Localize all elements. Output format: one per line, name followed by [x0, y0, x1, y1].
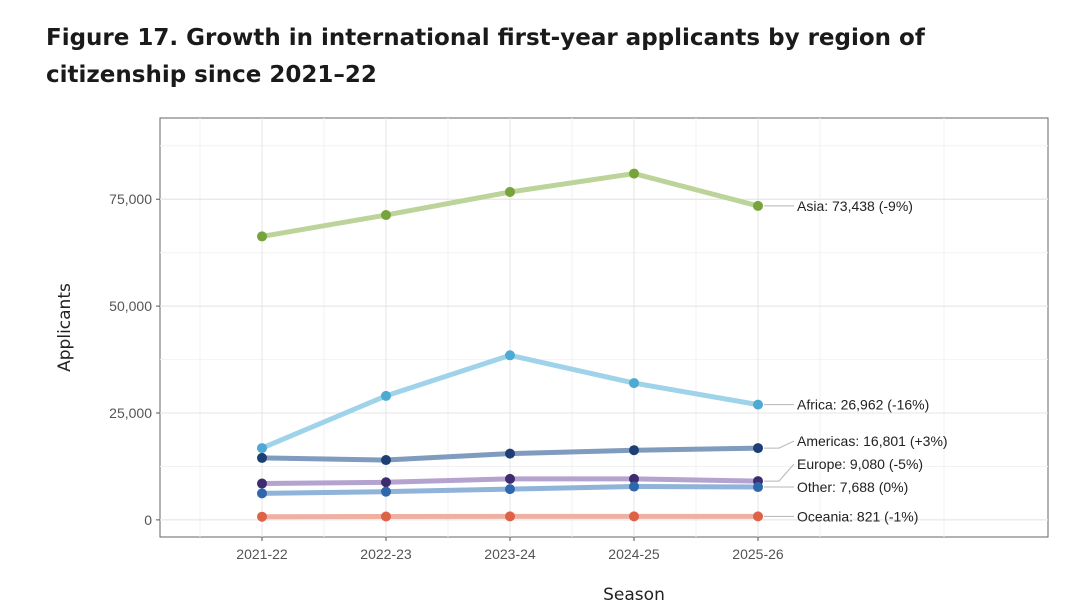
label-leader-lines [764, 205, 795, 517]
x-tick-label: 2023-24 [484, 546, 536, 562]
series-label-africa: Africa: 26,962 (-16%) [797, 397, 929, 413]
data-point-africa [753, 399, 763, 410]
series-label-europe: Europe: 9,080 (-5%) [797, 456, 923, 472]
series-points [257, 168, 763, 522]
series-labels: Asia: 73,438 (-9%) Africa: 26,962 (-16%) A… [797, 198, 948, 524]
leader-line-americas [764, 440, 795, 449]
x-tick-label: 2021-22 [236, 546, 288, 562]
data-point-oceania [381, 511, 391, 522]
series-label-other: Other: 7,688 (0%) [797, 479, 908, 495]
x-tick-label: 2022-23 [360, 546, 412, 562]
y-axis-ticks: 0 25,000 50,000 75,000 [109, 191, 160, 528]
data-point-other [257, 488, 267, 499]
data-point-americas [629, 445, 639, 456]
x-axis-title: Season [603, 585, 665, 605]
major-gridlines [160, 118, 1048, 537]
data-point-other [505, 484, 515, 495]
data-point-other [381, 486, 391, 497]
series-label-asia: Asia: 73,438 (-9%) [797, 198, 913, 214]
data-point-africa [381, 390, 391, 401]
data-point-oceania [505, 511, 515, 522]
data-point-europe [381, 477, 391, 488]
data-point-americas [753, 443, 763, 454]
data-point-oceania [257, 511, 267, 522]
data-point-africa [257, 443, 267, 454]
data-point-asia [505, 186, 515, 197]
data-point-africa [629, 378, 639, 389]
plot-panel [159, 117, 1049, 538]
figure-title: Figure 17. Growth in international first… [46, 25, 925, 88]
x-tick-label: 2025-26 [732, 546, 784, 562]
data-point-americas [381, 455, 391, 466]
y-tick-label: 0 [144, 512, 152, 528]
x-tick-label: 2024-25 [608, 546, 660, 562]
series-label-americas: Americas: 16,801 (+3%) [797, 433, 948, 449]
data-point-asia [753, 200, 763, 211]
y-axis-title: Applicants [55, 283, 75, 372]
data-point-asia [381, 210, 391, 221]
y-tick-label: 25,000 [109, 405, 152, 421]
data-point-oceania [753, 511, 763, 522]
data-point-oceania [629, 511, 639, 522]
data-point-africa [505, 350, 515, 361]
data-point-other [629, 481, 639, 492]
data-point-other [753, 482, 763, 493]
x-axis-ticks: 2021-22 2022-23 2023-24 2024-25 2025-26 [236, 537, 784, 562]
leader-line-europe [764, 463, 795, 482]
data-point-europe [629, 473, 639, 484]
data-point-asia [629, 168, 639, 179]
data-point-americas [505, 448, 515, 459]
data-point-europe [257, 478, 267, 489]
data-point-asia [257, 231, 267, 242]
y-tick-label: 75,000 [109, 191, 152, 207]
series-label-oceania: Oceania: 821 (-1%) [797, 508, 918, 524]
data-point-americas [257, 452, 267, 463]
y-tick-label: 50,000 [109, 298, 152, 314]
data-point-europe [505, 473, 515, 484]
